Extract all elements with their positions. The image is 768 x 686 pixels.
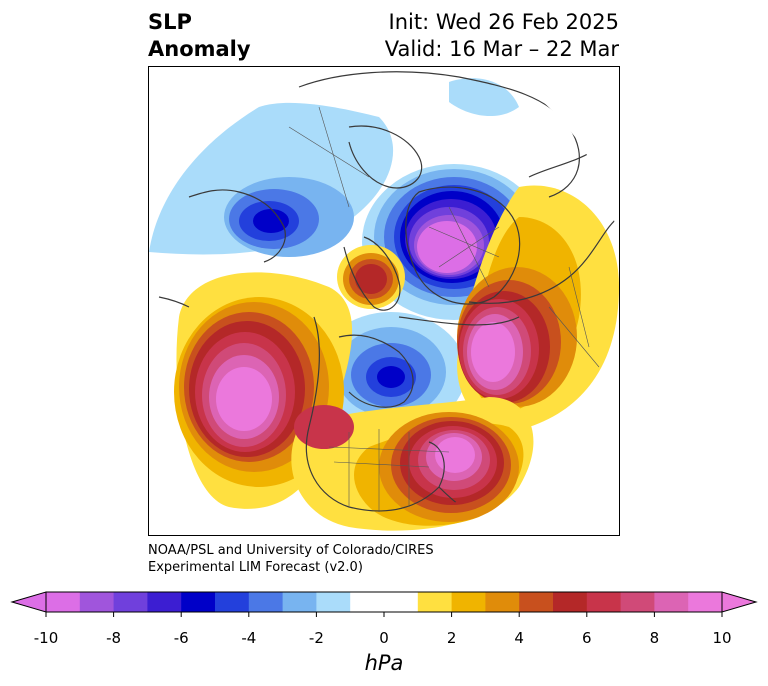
map-panel — [148, 66, 620, 536]
credit-line-1: NOAA/PSL and University of Colorado/CIRE… — [148, 543, 434, 558]
colorbar-tick-label: 6 — [582, 629, 592, 647]
credit-line-2: Experimental LIM Forecast (v2.0) — [148, 560, 363, 575]
colorbar-cell — [553, 592, 588, 612]
colorbar-cell — [282, 592, 317, 612]
mediterranean-low — [224, 177, 354, 257]
colorbar-tick-label: 10 — [712, 629, 731, 647]
colorbar-ticks: -10 -8 -6 -4 -2 0 2 4 6 8 10 — [34, 612, 732, 647]
title-quantity: Anomaly — [148, 37, 251, 61]
colorbar-cell — [485, 592, 520, 612]
borders — [288, 106, 600, 512]
colorbar-cell — [113, 592, 148, 612]
title-variable: SLP — [148, 10, 192, 34]
colorbar-cell — [417, 592, 453, 612]
atlantic-high — [291, 397, 534, 531]
greenland-high — [337, 245, 405, 309]
colorbar-cell — [79, 592, 115, 612]
colorbar-tick-label: -8 — [106, 629, 121, 647]
colorbar-cell — [147, 592, 182, 612]
pacific-high — [174, 272, 353, 509]
anomaly-map — [149, 71, 619, 531]
hudson-bay-low — [316, 312, 466, 432]
colorbar-cell — [215, 592, 250, 612]
colorbar-unit: hPa — [365, 651, 404, 675]
colorbar-under-arrow — [10, 591, 47, 613]
colorbar-cell — [181, 592, 216, 612]
colorbar-cells — [46, 592, 723, 612]
credit: NOAA/PSL and University of Colorado/CIRE… — [148, 542, 434, 576]
europe-high — [457, 185, 619, 429]
colorbar-cell — [384, 592, 419, 612]
colorbar-cell — [620, 592, 655, 612]
init-date: Init: Wed 26 Feb 2025 — [388, 10, 619, 34]
title-left: SLP Anomaly — [148, 9, 251, 63]
colorbar-tick-label: 8 — [650, 629, 660, 647]
coastlines — [158, 71, 619, 513]
colorbar-cell — [688, 592, 723, 612]
colorbar-cell — [350, 592, 385, 612]
colorbar-cell — [451, 592, 486, 612]
colorbar-over-arrow — [721, 591, 758, 613]
colorbar-tick-label: -2 — [309, 629, 324, 647]
colorbar-cell — [248, 592, 284, 612]
colorbar-cell — [46, 592, 81, 612]
colorbar-cell — [519, 592, 554, 612]
colorbar-cell — [316, 592, 351, 612]
colorbar-tick-label: 2 — [447, 629, 457, 647]
valid-range: Valid: 16 Mar – 22 Mar — [384, 37, 619, 61]
colorbar: -10 -8 -6 -4 -2 0 2 4 6 8 10 hPa — [10, 591, 758, 675]
colorbar-tick-label: 0 — [379, 629, 389, 647]
colorbar-tick-label: -4 — [241, 629, 256, 647]
colorbar-tick-label: -10 — [34, 629, 59, 647]
colorbar-cell — [654, 592, 689, 612]
title-right: Init: Wed 26 Feb 2025 Valid: 16 Mar – 22… — [385, 9, 619, 63]
colorbar-tick-label: 4 — [514, 629, 524, 647]
colorbar-cell — [586, 592, 622, 612]
colorbar-tick-label: -6 — [174, 629, 189, 647]
